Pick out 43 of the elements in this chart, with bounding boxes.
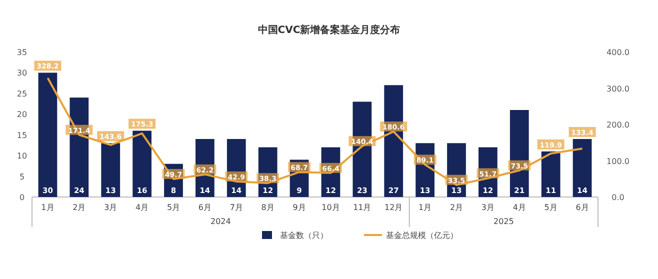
bar xyxy=(132,130,152,197)
bar xyxy=(541,151,560,197)
y2-tick-label: 200.0 xyxy=(606,120,630,130)
y-tick-label: 0 xyxy=(19,193,25,202)
y-tick-label: 5 xyxy=(19,172,25,182)
y-tick-label: 10 xyxy=(16,152,28,161)
legend-item: 基金数（只） xyxy=(262,231,328,240)
x-tick-label: 12月 xyxy=(384,203,403,212)
x-tick-label: 1月 xyxy=(41,203,54,212)
x-tick-label: 3月 xyxy=(104,203,118,212)
y2-tick-label: 300.0 xyxy=(606,84,630,94)
bar xyxy=(38,72,58,197)
x-tick-label: 10月 xyxy=(322,203,340,212)
y2-tick-label: 0.0 xyxy=(612,193,624,202)
x-tick-label: 4月 xyxy=(512,203,526,212)
x-tick-label: 5月 xyxy=(166,203,180,212)
x-tick-label: 2月 xyxy=(450,203,464,212)
y-tick-label: 30 xyxy=(16,68,28,78)
bar xyxy=(101,143,120,197)
x-tick-label: 11月 xyxy=(353,203,372,212)
y2-tick-label: 400.0 xyxy=(606,48,630,57)
y2-tick-label: 100.0 xyxy=(606,156,630,166)
y-tick-label: 25 xyxy=(16,89,28,98)
x-tick-label: 8月 xyxy=(261,203,274,212)
y-tick-label: 15 xyxy=(16,130,28,140)
x-tick-label: 2月 xyxy=(72,203,86,212)
text: 2025 xyxy=(493,217,514,226)
x-tick-label: 9月 xyxy=(292,203,306,212)
x-tick-label: 5月 xyxy=(544,203,558,212)
x-tick-label: 1月 xyxy=(418,203,432,212)
legend-label: 基金总规模（亿元） xyxy=(386,231,458,240)
bar xyxy=(572,139,592,197)
x-tick-label: 7月 xyxy=(230,203,243,212)
x-tick-label: 6月 xyxy=(576,203,589,212)
y-tick-label: 20 xyxy=(16,110,28,120)
x-tick-label: 6月 xyxy=(198,203,212,212)
x-tick-label: 3月 xyxy=(481,203,494,212)
legend-label: 基金数（只） xyxy=(280,231,328,240)
y-tick-label: 35 xyxy=(16,48,28,57)
chart-title: 中国CVC新增备案基金月度分布 xyxy=(258,24,400,36)
text: 2024 xyxy=(210,217,231,226)
x-tick-label: 4月 xyxy=(136,203,149,212)
legend-item: 基金总规模（亿元） xyxy=(364,231,458,240)
